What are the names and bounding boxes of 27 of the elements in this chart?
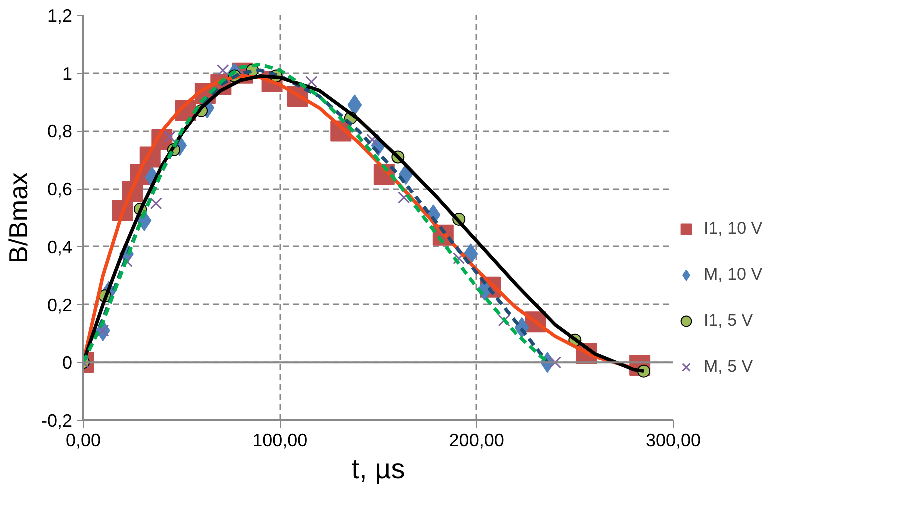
legend-label: I1, 10 V bbox=[704, 219, 763, 239]
y-axis-title: B/Bmax bbox=[3, 172, 34, 264]
y-tick-label: -0,2 bbox=[41, 411, 73, 431]
x-axis-title: t, µs bbox=[352, 454, 406, 484]
x-tick-label: 200,00 bbox=[449, 430, 504, 450]
x-tick-label: 0,00 bbox=[66, 430, 102, 450]
point bbox=[398, 192, 410, 204]
legend-label: I1, 5 V bbox=[704, 311, 754, 331]
legend-label: M, 10 V bbox=[704, 265, 763, 285]
point bbox=[453, 252, 466, 265]
y-tick-label: 0,8 bbox=[47, 122, 73, 142]
x-tick-label: 300,00 bbox=[646, 430, 702, 450]
point bbox=[120, 255, 133, 268]
y-tick-label: 0,6 bbox=[47, 180, 73, 200]
x-tick-label: 100,00 bbox=[252, 430, 308, 450]
y-tick-label: 0,2 bbox=[47, 295, 73, 316]
point bbox=[217, 64, 230, 77]
legend-label: M, 5 V bbox=[704, 357, 754, 377]
point bbox=[164, 130, 176, 144]
y-tick-label: 0,4 bbox=[47, 237, 73, 258]
point bbox=[306, 76, 318, 88]
point bbox=[150, 197, 162, 210]
y-tick-label: 0 bbox=[62, 353, 73, 374]
point bbox=[549, 356, 562, 369]
y-tick-label: 1 bbox=[62, 64, 73, 84]
y-tick-label: 1,2 bbox=[47, 6, 73, 26]
point bbox=[498, 314, 510, 327]
